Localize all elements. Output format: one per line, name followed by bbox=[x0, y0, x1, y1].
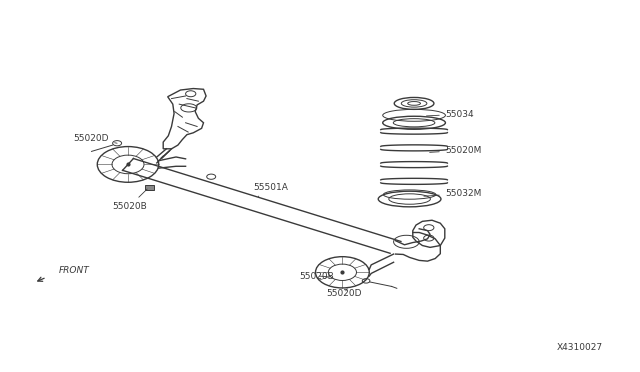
Bar bbox=[145, 185, 154, 190]
Text: FRONT: FRONT bbox=[59, 266, 90, 275]
Text: 55501A: 55501A bbox=[253, 183, 287, 196]
Text: 55020B: 55020B bbox=[112, 189, 147, 211]
Text: 55020D: 55020D bbox=[74, 134, 117, 143]
Text: X4310027: X4310027 bbox=[557, 343, 603, 352]
Text: 55020D: 55020D bbox=[326, 289, 362, 298]
Text: 55034: 55034 bbox=[426, 110, 474, 119]
Text: 55032M: 55032M bbox=[424, 189, 481, 198]
Text: 55020M: 55020M bbox=[429, 146, 481, 155]
Text: 55020B: 55020B bbox=[300, 272, 334, 280]
